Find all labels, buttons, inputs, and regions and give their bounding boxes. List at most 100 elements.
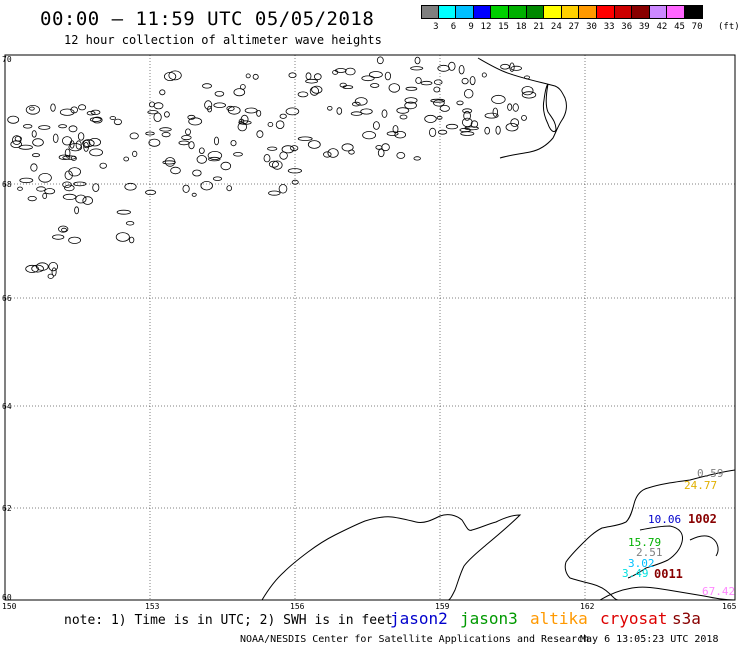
- sea-ice-floe: [275, 120, 285, 129]
- lat-label-66: 66: [2, 294, 12, 303]
- sea-ice-floe: [208, 156, 221, 162]
- sea-ice-floe: [495, 125, 501, 135]
- sea-ice-floe: [436, 115, 443, 120]
- sea-ice-floe: [230, 140, 237, 147]
- sea-ice-floe: [238, 120, 252, 125]
- sea-ice-floe: [244, 107, 258, 114]
- sea-ice-floe: [311, 85, 323, 94]
- satellite-label-altika: altika: [530, 609, 588, 628]
- sea-ice-floe: [368, 71, 383, 79]
- sea-ice-floe: [64, 148, 71, 158]
- sea-ice-floe: [64, 184, 75, 192]
- sea-ice-floe: [164, 72, 177, 82]
- sea-ice-floe: [170, 166, 181, 175]
- sea-ice-floe: [148, 138, 161, 147]
- wave-height-color-legend: [421, 5, 703, 19]
- sea-ice-floe: [178, 140, 190, 146]
- sea-ice-floe: [159, 89, 166, 96]
- sea-ice-floe: [12, 135, 22, 146]
- sea-ice-floe: [297, 136, 313, 141]
- sea-ice-floe: [32, 138, 44, 147]
- sea-ice-floe: [132, 150, 138, 157]
- sea-ice-floe: [75, 194, 87, 204]
- coastline-north: [477, 57, 567, 159]
- sea-ice-floe: [36, 186, 46, 192]
- sea-ice-floe: [327, 148, 339, 158]
- sea-ice-floe: [484, 126, 491, 135]
- legend-label: 33: [603, 22, 615, 32]
- sea-ice-floe: [381, 109, 388, 118]
- legend-label: 18: [515, 22, 527, 32]
- sea-ice-floe: [459, 127, 471, 133]
- legend-swatch: [473, 5, 492, 19]
- sea-ice-floe: [524, 75, 531, 80]
- sea-ice-floe: [44, 188, 56, 195]
- sea-ice-floe: [372, 121, 380, 130]
- lat-label-64: 64: [2, 402, 12, 411]
- sea-ice-floe: [61, 136, 73, 146]
- sea-ice-floe: [481, 72, 487, 78]
- sea-ice-floe: [62, 155, 77, 160]
- sea-ice-floe: [332, 70, 339, 75]
- sea-ice-floe: [437, 64, 450, 72]
- sea-ice-floe: [439, 105, 450, 112]
- sea-ice-floe: [463, 110, 471, 121]
- sea-ice-floe: [125, 221, 135, 226]
- sea-ice-floe: [58, 124, 67, 129]
- sea-ice-floe: [14, 136, 22, 142]
- sea-ice-floe: [279, 151, 288, 160]
- swh-label: 10.06: [648, 513, 682, 526]
- sea-ice-floe: [279, 113, 287, 119]
- sea-ice-floe: [370, 83, 380, 88]
- sea-ice-floe: [62, 181, 72, 188]
- lon-label-153: 153: [145, 602, 160, 611]
- sea-ice-floe: [263, 154, 271, 163]
- footer-note: note: 1) Time is in UTC; 2) SWH is in fe…: [64, 613, 393, 628]
- sea-ice-floe: [291, 179, 299, 185]
- legend-label: 21: [533, 22, 545, 32]
- lat-label-60: 60: [2, 593, 12, 602]
- sea-ice-floe: [181, 135, 192, 141]
- satellite-label-cryosat: cryosat: [600, 609, 668, 628]
- sea-ice-floe: [267, 122, 274, 128]
- sea-ice-floe: [386, 131, 399, 136]
- sea-ice-floe: [394, 130, 407, 139]
- sea-ice-floe: [392, 125, 399, 134]
- sea-ice-floe: [213, 136, 219, 146]
- sea-ice-floe: [464, 88, 474, 99]
- sea-ice-floe: [456, 100, 464, 106]
- sea-ice-floe: [92, 183, 100, 193]
- sea-ice-floe: [116, 209, 131, 215]
- sea-ice-floe: [287, 168, 302, 174]
- sea-ice-floe: [68, 125, 78, 133]
- sea-ice-floe: [48, 261, 58, 272]
- sea-ice-floe: [188, 141, 195, 150]
- legend-labels: 3 6 9 12 15 18 21 24 27 30 33 36 39 42 45 70: [421, 22, 702, 32]
- legend-unit: (ft): [718, 22, 740, 32]
- lon-label-162: 162: [580, 602, 595, 611]
- sea-ice-floe: [341, 143, 354, 152]
- sea-ice-floe: [415, 77, 422, 84]
- sea-ice-floe: [52, 234, 65, 240]
- sea-ice-floe: [30, 163, 38, 172]
- sea-ice-floe: [88, 137, 102, 147]
- sea-ice-floe: [145, 131, 155, 136]
- legend-label: 27: [568, 22, 580, 32]
- sea-ice-floe: [17, 186, 23, 191]
- sea-ice-floe: [50, 103, 56, 112]
- sea-ice-floe: [233, 88, 246, 97]
- sea-ice-floe: [344, 67, 356, 76]
- sea-ice-floe: [240, 114, 249, 125]
- sea-ice-floe: [92, 116, 103, 124]
- sea-ice-floe: [268, 190, 281, 196]
- legend-swatch: [456, 5, 474, 19]
- sea-ice-floe: [7, 115, 20, 124]
- sea-ice-floe: [245, 73, 251, 79]
- legend-swatch: [526, 5, 545, 19]
- sea-ice-floe: [305, 72, 312, 80]
- sea-ice-floe: [256, 130, 264, 138]
- sea-ice-floe: [285, 107, 300, 116]
- sea-ice-floe: [256, 110, 262, 117]
